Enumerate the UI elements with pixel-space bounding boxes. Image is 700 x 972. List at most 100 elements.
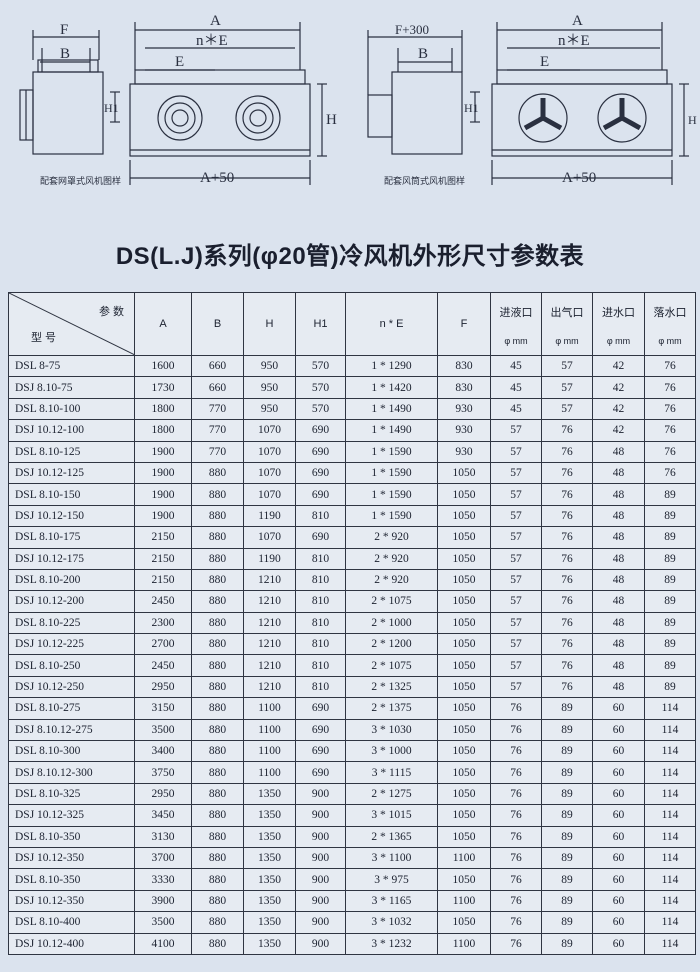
table-row: DSL 8.10-250 2450 880 1210 810 2 * 1075 1050 57… [8, 654, 696, 677]
cell-outlet: 76 [541, 611, 593, 635]
cell-outlet: 89 [541, 697, 593, 720]
cell-water-inlet: 60 [592, 825, 645, 848]
cell-drain: 89 [644, 611, 696, 635]
cell-outlet: 57 [541, 354, 593, 378]
header-h1: H1 [295, 292, 346, 356]
cell-a: 2150 [134, 526, 192, 549]
cell-inlet: 57 [490, 504, 542, 528]
cell-drain: 89 [644, 547, 696, 570]
cell-h: 1070 [243, 526, 296, 549]
cell-a: 3400 [134, 740, 192, 763]
cell-inlet: 45 [490, 397, 542, 421]
dim-h1-right: H1 [464, 101, 479, 115]
cell-water-inlet: 42 [592, 419, 645, 442]
cell-h: 1100 [243, 740, 296, 763]
cell-b: 880 [191, 740, 244, 763]
cell-h1: 570 [295, 354, 346, 378]
cell-drain: 114 [644, 868, 696, 891]
cell-model: DSL 8-75 [8, 354, 135, 378]
cell-f: 1050 [437, 654, 491, 677]
table-row: DSJ 10.12-250 2950 880 1210 810 2 * 1325 1050 5… [8, 675, 696, 699]
cell-h: 1350 [243, 911, 296, 934]
caption-duct-fan: 配套风筒式风机图样 [384, 175, 465, 186]
cell-inlet: 57 [490, 654, 542, 677]
cell-inlet: 57 [490, 526, 542, 549]
cell-inlet: 57 [490, 633, 542, 656]
table-row: DSL 8.10-350 3130 880 1350 900 2 * 1365 1050 76… [8, 825, 696, 848]
cell-ne: 1 * 1590 [345, 483, 438, 506]
cell-h: 1350 [243, 868, 296, 891]
cell-b: 880 [191, 889, 244, 913]
left-side-top-rail [37, 59, 99, 73]
cell-water-inlet: 48 [592, 440, 645, 463]
table-row: DSL 8.10-275 3150 880 1100 690 2 * 1375 1050 76… [8, 697, 696, 720]
cell-model: DSJ 8.10-75 [8, 376, 135, 399]
cell-model: DSJ 10.12-250 [8, 675, 135, 699]
cell-inlet: 76 [490, 846, 542, 870]
cell-h1: 810 [295, 568, 346, 592]
cell-inlet: 76 [490, 761, 542, 784]
cell-outlet: 89 [541, 825, 593, 848]
cell-drain: 89 [644, 590, 696, 613]
cell-model: DSJ 10.12-225 [8, 633, 135, 656]
header-model-label: 型 号 [31, 332, 57, 344]
cell-outlet: 57 [541, 397, 593, 421]
cell-f: 830 [437, 376, 491, 399]
table-row: DSL 8.10-100 1800 770 950 570 1 * 1490 930 45 57… [8, 397, 696, 421]
cell-outlet: 76 [541, 526, 593, 549]
cell-f: 930 [437, 419, 491, 442]
cell-ne: 2 * 920 [345, 547, 438, 570]
cell-h1: 900 [295, 911, 346, 934]
cell-ne: 2 * 1075 [345, 654, 438, 677]
cell-b: 880 [191, 718, 244, 742]
cell-b: 660 [191, 354, 244, 378]
header-drain-label: 落水口 [653, 307, 687, 319]
cell-a: 3900 [134, 889, 192, 913]
cell-f: 1050 [437, 718, 491, 742]
cell-a: 4100 [134, 932, 192, 955]
cell-ne: 3 * 1030 [345, 718, 438, 742]
cell-f: 1100 [437, 846, 491, 870]
cell-b: 880 [191, 761, 244, 784]
cell-drain: 114 [644, 932, 696, 955]
cell-h1: 900 [295, 804, 346, 827]
table-row: DSJ 10.12-400 4100 880 1350 900 3 * 1232 1100 7… [8, 932, 696, 955]
cell-model: DSL 8.10-325 [8, 782, 135, 806]
cell-inlet: 76 [490, 740, 542, 763]
cell-h1: 690 [295, 419, 346, 442]
cell-model: DSL 8.10-350 [8, 825, 135, 848]
cell-model: DSJ 10.12-150 [8, 504, 135, 528]
cell-drain: 114 [644, 697, 696, 720]
header-drain-unit: φ mm [658, 336, 682, 346]
cell-a: 1730 [134, 376, 192, 399]
cell-b: 880 [191, 633, 244, 656]
dim-a50-left: A+50 [200, 170, 234, 186]
cell-outlet: 76 [541, 675, 593, 699]
cell-b: 880 [191, 590, 244, 613]
cell-h: 1210 [243, 675, 296, 699]
cell-ne: 2 * 1075 [345, 590, 438, 613]
cell-outlet: 89 [541, 740, 593, 763]
cell-f: 1050 [437, 697, 491, 720]
cell-outlet: 89 [541, 846, 593, 870]
header-diagonal-cell: 参 数 型 号 [8, 292, 135, 356]
cell-drain: 114 [644, 740, 696, 763]
cell-model: DSJ 10.12-325 [8, 804, 135, 827]
cell-h1: 900 [295, 825, 346, 848]
cell-f: 1050 [437, 782, 491, 806]
cell-inlet: 45 [490, 376, 542, 399]
cell-f: 1050 [437, 675, 491, 699]
table-row: DSJ 10.12-125 1900 880 1070 690 1 * 1590 1050 5… [8, 461, 696, 485]
cell-inlet: 76 [490, 868, 542, 891]
cell-h: 1210 [243, 654, 296, 677]
cell-outlet: 76 [541, 654, 593, 677]
cell-outlet: 89 [541, 718, 593, 742]
dim-a-right: A [572, 13, 583, 29]
table-row: DSJ 10.12-350 3700 880 1350 900 3 * 1100 1100 7… [8, 846, 696, 870]
table-row: DSL 8.10-150 1900 880 1070 690 1 * 1590 1050 57… [8, 483, 696, 506]
cell-h: 1190 [243, 504, 296, 528]
cell-water-inlet: 60 [592, 697, 645, 720]
table-row: DSJ 10.12-225 2700 880 1210 810 2 * 1200 1050 5… [8, 633, 696, 656]
cell-outlet: 76 [541, 568, 593, 592]
cell-b: 770 [191, 440, 244, 463]
